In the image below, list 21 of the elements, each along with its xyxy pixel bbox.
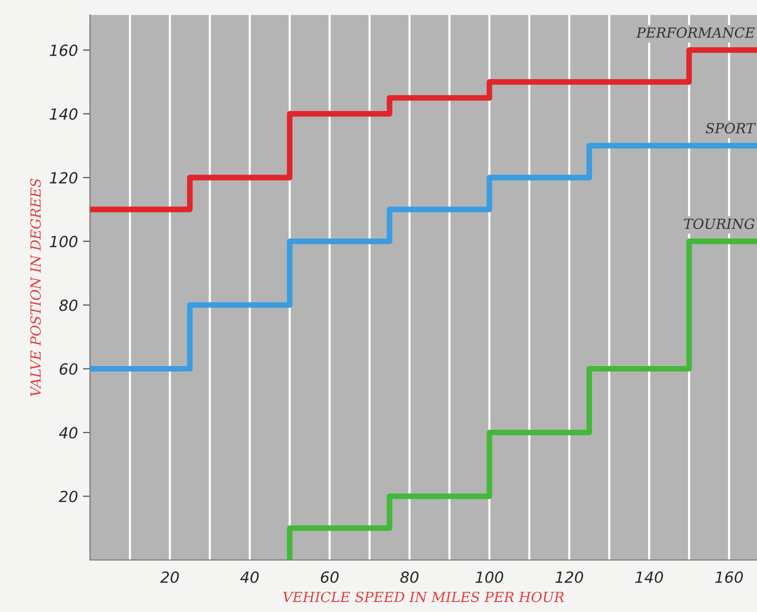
x-tick-label: 40 — [240, 571, 259, 583]
series-label: SPORT — [706, 122, 756, 134]
x-tick-label: 160 — [715, 571, 743, 583]
y-tick-label: 120 — [50, 172, 78, 184]
series-label: TOURING — [684, 218, 754, 230]
y-tick-label: 100 — [50, 236, 78, 248]
x-tick-label: 100 — [476, 571, 504, 583]
y-tick-label: 140 — [50, 108, 78, 120]
y-axis-title: VALVE POSTION IN DEGREES — [30, 178, 41, 396]
y-tick-label: 80 — [59, 299, 78, 312]
series-label: PERFORMANCE — [636, 27, 755, 38]
x-axis-title: VEHICLE SPEED IN MILES PER HOUR — [283, 592, 564, 602]
y-tick-label: 60 — [60, 363, 78, 375]
x-tick-label: 140 — [635, 571, 663, 583]
y-tick-label: 20 — [58, 490, 78, 502]
x-tick-label: 60 — [320, 571, 339, 583]
x-tick-label: 120 — [555, 571, 584, 583]
x-tick-label: 80 — [400, 571, 418, 583]
y-tick-label: 160 — [50, 44, 78, 56]
y-tick-label: 40 — [59, 426, 78, 439]
x-tick-label: 20 — [160, 571, 179, 583]
